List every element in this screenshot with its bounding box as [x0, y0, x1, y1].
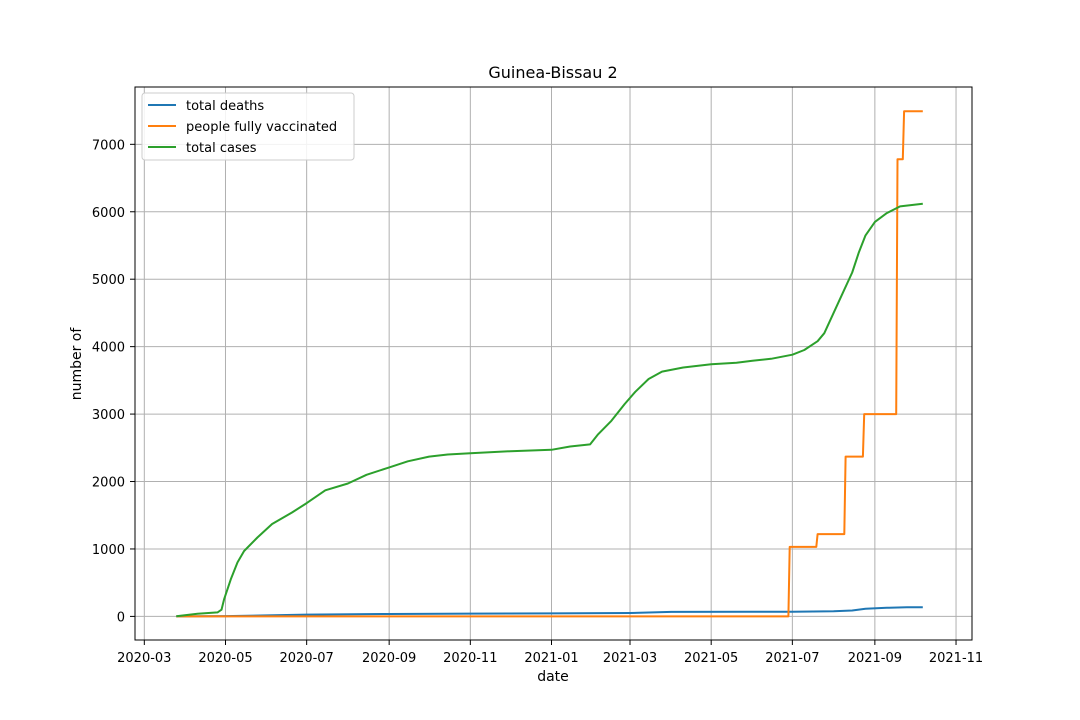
y-tick-label: 4000: [92, 341, 125, 356]
legend-label-people-fully-vaccinated: people fully vaccinated: [186, 120, 337, 135]
y-tick-label: 3000: [92, 408, 125, 423]
grid: [135, 87, 972, 640]
x-tick-label: 2021-01: [524, 651, 578, 666]
y-tick-label: 5000: [92, 273, 125, 288]
y-tick-label: 0: [117, 610, 125, 625]
x-tick-label: 2021-09: [848, 651, 902, 666]
series-line-people-fully-vaccinated: [176, 110, 923, 618]
series-line-total-cases: [176, 202, 923, 618]
legend: total deaths people fully vaccinated total…: [141, 92, 355, 161]
x-axis-label: date: [537, 669, 569, 685]
axis-ticks: 2020-03 2020-05 2020-07 2020-09 2020-11 2021-…: [92, 138, 983, 666]
x-tick-label: 2020-05: [198, 651, 252, 666]
chart-title: Guinea-Bissau 2: [488, 63, 617, 82]
y-tick-label: 7000: [92, 138, 125, 153]
x-tick-label: 2020-11: [443, 651, 497, 666]
x-tick-label: 2021-11: [929, 651, 983, 666]
y-tick-label: 2000: [92, 476, 125, 491]
y-tick-label: 1000: [92, 543, 125, 558]
y-tick-label: 6000: [92, 206, 125, 221]
x-tick-label: 2021-05: [684, 651, 738, 666]
x-tick-label: 2021-03: [603, 651, 657, 666]
legend-box: [141, 92, 355, 161]
plot-frame: [134, 86, 973, 641]
legend-label-total-cases: total cases: [186, 141, 257, 156]
plot-lines: [176, 110, 923, 618]
x-tick-label: 2021-07: [765, 651, 819, 666]
y-axis-label: number of: [69, 327, 85, 401]
x-tick-label: 2020-07: [279, 651, 333, 666]
x-tick-label: 2020-09: [362, 651, 416, 666]
legend-label-total-deaths: total deaths: [186, 99, 264, 114]
x-tick-label: 2020-03: [117, 651, 171, 666]
